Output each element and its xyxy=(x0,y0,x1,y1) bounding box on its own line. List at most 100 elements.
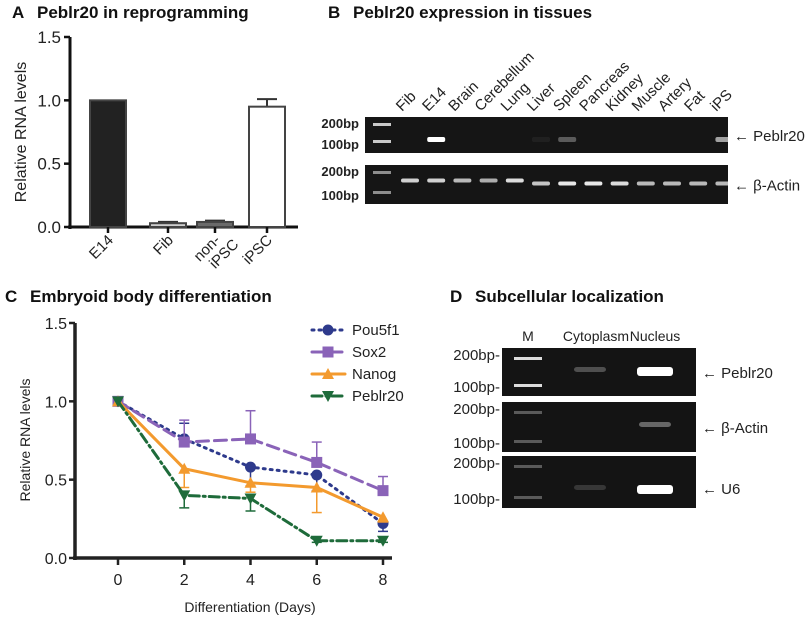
bar-E14 xyxy=(89,99,127,228)
gel-label-Peblr20: ← Peblr20 xyxy=(702,365,773,382)
lane-label-E14: E14 xyxy=(419,84,450,115)
ladder-band-100 xyxy=(373,140,391,143)
band-Liver xyxy=(532,137,550,142)
data-point xyxy=(377,535,389,547)
lane-label-Cytoplasm: Cytoplasm xyxy=(563,328,629,344)
legend-marker-Peblr20 xyxy=(322,391,334,402)
data-point xyxy=(311,469,323,481)
bar-Fib xyxy=(149,222,187,228)
legend-marker-Nanog xyxy=(322,368,334,379)
band-Fib xyxy=(401,178,419,183)
band-Liver xyxy=(532,181,550,186)
marker-label: 200bp xyxy=(321,116,359,131)
ladder-band-100 xyxy=(514,440,542,443)
series-Nanog xyxy=(112,395,389,523)
panel-a-letter: A xyxy=(12,3,24,22)
lane-label-Liver: Liver xyxy=(524,80,559,115)
band-Muscle xyxy=(636,181,655,186)
y-tick-label: 0.5 xyxy=(37,155,61,174)
lane-label-Fib: Fib xyxy=(393,88,420,115)
gel-U6 xyxy=(502,456,696,508)
ladder-band-100 xyxy=(373,191,391,194)
marker-label: 200bp xyxy=(321,164,359,179)
marker-label: 200bp- xyxy=(453,347,500,364)
legend-marker-Sox2 xyxy=(322,346,334,358)
legend-marker-Pou5f1 xyxy=(322,324,334,336)
lane-label-Nucleus: Nucleus xyxy=(630,328,681,344)
gel-label-U6: ← U6 xyxy=(702,481,740,498)
data-point xyxy=(310,481,323,493)
band-Nucleus xyxy=(639,422,671,427)
gel-label-β-Actin: ← β-Actin xyxy=(702,420,768,437)
y-tick-label: 0.0 xyxy=(45,551,67,568)
x-tick-label: E14 xyxy=(86,232,117,263)
y-tick-label: 1.5 xyxy=(45,316,67,333)
x-tick-label: non-iPSC xyxy=(191,225,243,277)
panel-c-title: Embryoid body differentiation xyxy=(30,287,272,306)
ladder-band-200 xyxy=(514,465,542,468)
band-Artery xyxy=(663,181,681,186)
data-point xyxy=(311,456,323,468)
band-Cytoplasm xyxy=(574,367,606,372)
marker-label: 200bp- xyxy=(453,401,500,418)
panel-c-letter: C xyxy=(5,287,17,306)
panel-b-title: Peblr20 expression in tissues xyxy=(353,3,592,22)
band-Fat xyxy=(689,181,708,186)
x-tick-label-line: iPSC xyxy=(240,232,276,268)
panel-b: B Peblr20 expression in tissues Fib E14Br… xyxy=(321,3,805,204)
band-Spleen xyxy=(558,181,577,186)
band-Brain xyxy=(453,178,472,183)
panel-c: C Embryoid body differentiation Relative… xyxy=(5,287,404,615)
panel-a: A Peblr20 in reprogramming Relative RNA … xyxy=(12,3,298,277)
gel-label-Peblr20: ← Peblr20 xyxy=(734,128,805,145)
ladder-band-200 xyxy=(373,171,391,174)
panel-d-title: Subcellular localization xyxy=(475,287,664,306)
data-point xyxy=(377,511,389,523)
y-tick-label: 0.0 xyxy=(37,218,61,237)
marker-label: 100bp- xyxy=(453,491,500,508)
band-iPS xyxy=(715,181,734,186)
data-point xyxy=(377,485,389,497)
bar-non-iPSC xyxy=(196,220,234,229)
band-Nucleus xyxy=(637,367,673,376)
marker-label: 100bp- xyxy=(453,435,500,452)
ladder-band-200 xyxy=(514,357,542,360)
ladder-band-200 xyxy=(514,411,542,414)
band-Nucleus xyxy=(637,485,673,494)
y-tick-label: 1.0 xyxy=(45,394,67,411)
panel-a-title: Peblr20 in reprogramming xyxy=(37,3,249,22)
data-point xyxy=(244,476,257,488)
ladder-band-100 xyxy=(514,384,542,387)
band-Spleen xyxy=(558,137,577,142)
gel-label-β-Actin: ← β-Actin xyxy=(734,178,800,195)
band-iPS xyxy=(715,137,734,142)
lane-label-M: M xyxy=(522,328,534,344)
panel-d-letter: D xyxy=(450,287,462,306)
x-tick-label: 6 xyxy=(312,572,321,589)
band-Pancreas xyxy=(584,181,603,186)
band-E14 xyxy=(427,178,446,183)
marker-label: 100bp xyxy=(321,137,359,152)
panel-d: D Subcellular localization M Cytoplasm Nuc… xyxy=(450,287,773,508)
panel-c-ylabel: Relative RNA levels xyxy=(17,379,33,502)
y-tick-label: 1.0 xyxy=(37,91,61,110)
legend-label-Pou5f1: Pou5f1 xyxy=(352,322,400,339)
legend-label-Nanog: Nanog xyxy=(352,366,396,383)
data-point xyxy=(178,436,190,448)
x-tick-label: Fib xyxy=(150,232,177,259)
legend-label-Peblr20: Peblr20 xyxy=(352,388,404,405)
x-tick-label: iPSC xyxy=(240,232,276,268)
data-point xyxy=(178,462,191,474)
gel-Peblr20 xyxy=(365,117,728,153)
marker-label: 100bp- xyxy=(453,379,500,396)
x-tick-label: 0 xyxy=(114,572,123,589)
legend-label-Sox2: Sox2 xyxy=(352,344,386,361)
data-point xyxy=(178,490,191,502)
ladder-band-200 xyxy=(373,123,391,126)
panel-c-xlabel: Differentiation (Days) xyxy=(184,599,315,615)
data-point xyxy=(112,396,124,408)
x-tick-label-line: Fib xyxy=(150,232,177,259)
data-point xyxy=(245,433,256,445)
x-tick-label: 4 xyxy=(246,572,255,589)
